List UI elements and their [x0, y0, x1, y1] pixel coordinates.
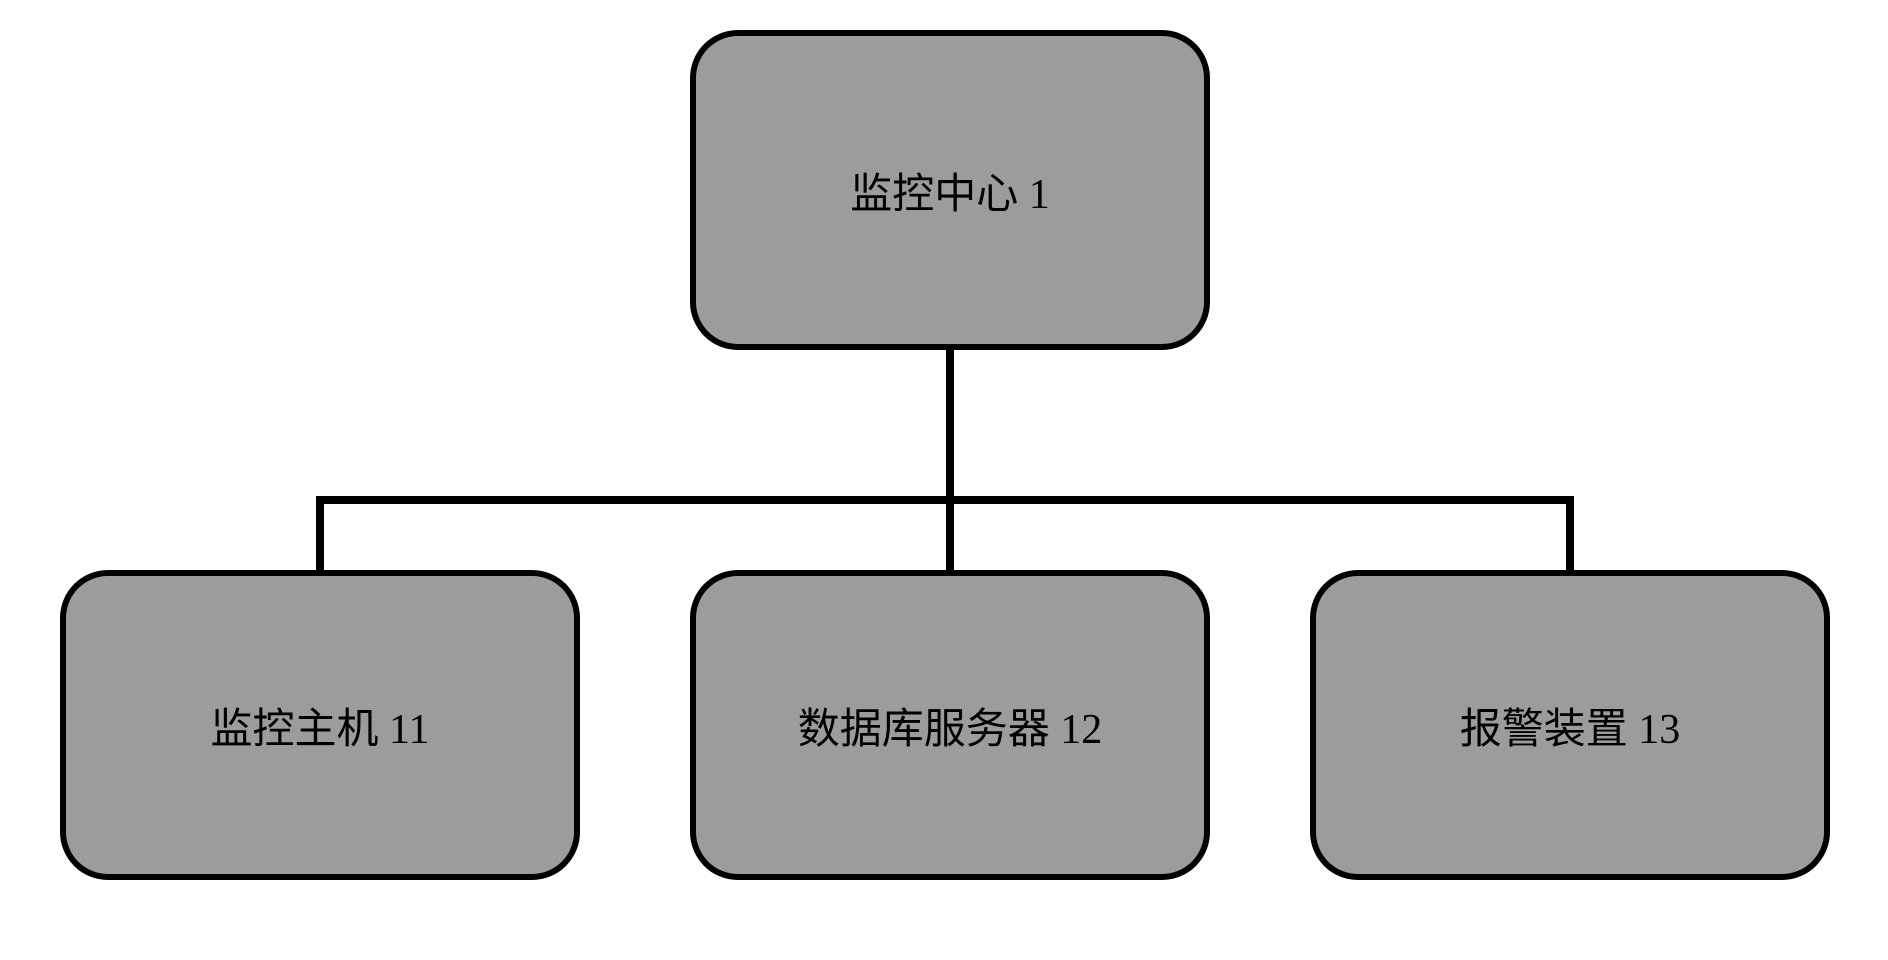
connector-lines: [0, 0, 1888, 960]
diagram-canvas: 监控中心 1 监控主机 11 数据库服务器 12 报警装置 13: [0, 0, 1888, 960]
node-child-1-label: 监控主机 11: [211, 695, 430, 756]
node-child-3-label: 报警装置 13: [1460, 695, 1681, 756]
node-child-2-label: 数据库服务器 12: [798, 695, 1103, 756]
node-root-label: 监控中心 1: [850, 160, 1050, 221]
